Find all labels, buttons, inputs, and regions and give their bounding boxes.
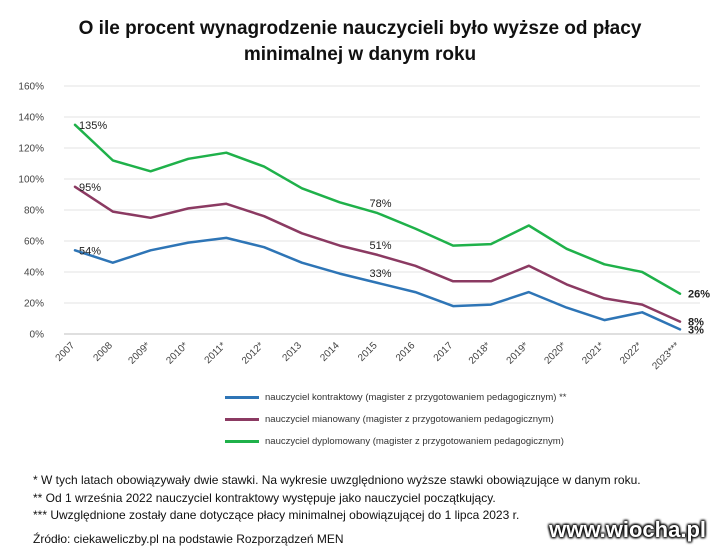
series-line-3	[73, 123, 682, 295]
chart-legend: nauczyciel kontraktowy (magister z przyg…	[225, 386, 567, 452]
y-tick-label: 0%	[30, 330, 45, 341]
x-tick-label: 2018*	[467, 340, 493, 366]
y-tick-label: 20%	[24, 299, 44, 310]
data-label: 135%	[79, 120, 107, 132]
x-tick-label: 2009*	[126, 340, 152, 366]
footnotes: * W tych latach obowiązywały dwie stawki…	[33, 472, 641, 548]
x-tick-label: 2016	[394, 340, 418, 364]
y-tick-label: 160%	[18, 82, 44, 93]
footnote-1: * W tych latach obowiązywały dwie stawki…	[33, 473, 641, 487]
legend-item: nauczyciel dyplomowany (magister z przyg…	[225, 430, 567, 452]
data-label: 26%	[688, 289, 710, 301]
y-tick-label: 140%	[18, 113, 44, 124]
data-label: 33%	[370, 268, 392, 280]
x-tick-label: 2023***	[650, 340, 682, 372]
y-tick-label: 120%	[18, 144, 44, 155]
source-note: Źródło: ciekaweliczby.pl na podstawie Ro…	[33, 531, 344, 546]
data-label: 54%	[79, 245, 101, 257]
watermark: www.wiocha.pl	[549, 517, 706, 542]
x-tick-label: 2020*	[542, 340, 568, 366]
chart-title: O ile procent wynagrodzenie nauczycieli …	[0, 16, 720, 68]
x-tick-label: 2019*	[505, 340, 531, 366]
chart-title-line-2: minimalnej w danym roku	[243, 44, 477, 65]
legend-swatch	[225, 439, 259, 443]
x-tick-label: 2008	[91, 340, 115, 364]
y-tick-label: 60%	[24, 237, 44, 248]
footnote-3: *** Uwzględnione zostały dane dotyczące …	[33, 508, 520, 522]
legend-label: nauczyciel kontraktowy (magister z przyg…	[265, 391, 567, 403]
series-line-1	[73, 236, 682, 331]
legend-swatch	[225, 395, 259, 399]
x-tick-label: 2012*	[240, 340, 266, 366]
footnote-2: ** Od 1 września 2022 nauczyciel kontrak…	[33, 490, 496, 505]
data-label: 8%	[688, 317, 704, 329]
x-tick-label: 2007	[54, 340, 78, 364]
series-line-2	[73, 185, 682, 323]
legend-item: nauczyciel mianowany (magister z przygot…	[225, 408, 567, 430]
x-tick-label: 2021*	[580, 340, 606, 366]
legend-item: nauczyciel kontraktowy (magister z przyg…	[225, 386, 567, 408]
x-tick-label: 2017	[432, 340, 456, 364]
data-label: 78%	[370, 198, 392, 210]
x-tick-label: 2014	[318, 340, 342, 364]
x-tick-label: 2013	[280, 340, 304, 364]
x-tick-label: 2011*	[203, 340, 229, 366]
y-tick-label: 40%	[24, 268, 44, 279]
legend-label: nauczyciel dyplomowany (magister z przyg…	[265, 435, 564, 447]
data-label: 95%	[79, 182, 101, 194]
x-tick-label: 2022*	[618, 340, 644, 366]
data-label: 51%	[370, 240, 392, 252]
y-tick-label: 100%	[18, 175, 44, 186]
legend-label: nauczyciel mianowany (magister z przygot…	[265, 413, 554, 425]
y-tick-label: 80%	[24, 206, 44, 217]
legend-swatch	[225, 417, 259, 421]
x-tick-label: 2015	[356, 340, 380, 364]
data-label: 3%	[688, 324, 704, 336]
chart-title-line-1: O ile procent wynagrodzenie nauczycieli …	[78, 18, 642, 39]
x-tick-label: 2010*	[164, 340, 190, 366]
